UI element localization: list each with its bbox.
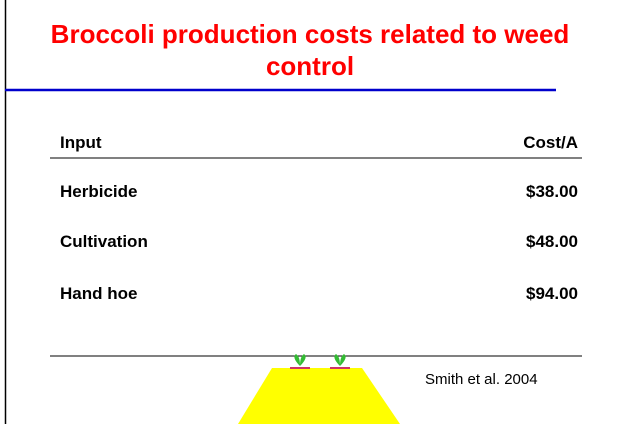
plant xyxy=(290,354,310,369)
column-header: Cost/A xyxy=(523,133,578,152)
citation: Smith et al. 2004 xyxy=(425,371,538,388)
input-name: Cultivation xyxy=(60,232,148,251)
input-cost: $38.00 xyxy=(526,182,578,201)
column-header: Input xyxy=(60,133,102,152)
input-name: Hand hoe xyxy=(60,284,138,303)
soil-bed xyxy=(238,368,400,424)
input-cost: $48.00 xyxy=(526,232,578,251)
slide-title: Broccoli production costs related to wee… xyxy=(50,19,570,81)
plant xyxy=(330,354,350,369)
input-cost: $94.00 xyxy=(526,284,578,303)
input-name: Herbicide xyxy=(60,182,138,201)
